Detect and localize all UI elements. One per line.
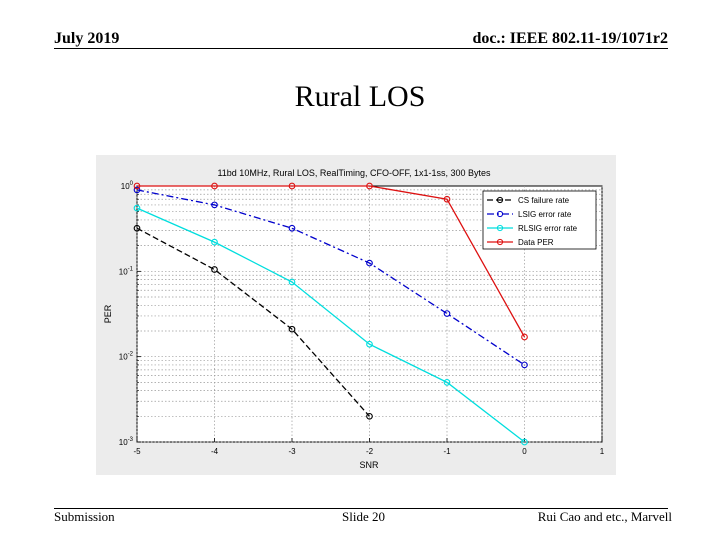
x-tick-label: -5 [133, 447, 141, 456]
series-line [136, 207, 525, 443]
x-axis-label: SNR [359, 460, 379, 470]
chart-title: 11bd 10MHz, Rural LOS, RealTiming, CFO-O… [217, 168, 491, 178]
data-point [443, 379, 451, 386]
y-tick-label: 10-3 [119, 437, 134, 447]
data-point [443, 195, 451, 203]
legend-label: RLSIG error rate [518, 224, 578, 233]
legend: CS failure rate LSIG error rate RLSIG erro… [482, 190, 597, 250]
footer-author: Rui Cao and etc., Marvell [537, 509, 672, 524]
data-point [133, 204, 141, 212]
data-point [288, 182, 296, 190]
header-divider [54, 48, 668, 49]
footer-divider [54, 508, 668, 509]
header-doc-id: doc.: IEEE 802.11-19/1071r2 [472, 30, 668, 47]
data-point [521, 333, 528, 341]
data-point [521, 361, 528, 369]
data-point [366, 412, 373, 420]
chart-figure: 11bd 10MHz, Rural LOS, RealTiming, CFO-O… [96, 155, 616, 475]
legend-marker [496, 224, 504, 232]
series-1 [133, 186, 528, 369]
data-point [211, 201, 218, 209]
legend-box [482, 190, 597, 250]
x-tick-label: -3 [288, 447, 296, 456]
legend-label: LSIG error rate [518, 210, 572, 219]
chart-svg: 11bd 10MHz, Rural LOS, RealTiming, CFO-O… [103, 168, 605, 470]
footer-submission: Submission [54, 509, 115, 524]
data-point [211, 238, 218, 246]
x-tick-label: -1 [443, 447, 451, 456]
axis-ticks: -5 -4 -3 -2 -1 0 1 100 10-1 10-2 10-3 [119, 181, 605, 456]
y-axis-label: PER [103, 304, 113, 323]
data-point [288, 325, 296, 333]
data-point [288, 224, 296, 232]
data-point [133, 186, 141, 194]
slide-title: Rural LOS [294, 80, 426, 113]
data-point [366, 182, 373, 190]
data-point [133, 182, 141, 190]
legend-label: CS failure rate [518, 196, 570, 205]
footer-slide-number: Slide 20 [342, 509, 385, 524]
legend-marker [496, 238, 504, 246]
series-layer [133, 182, 528, 446]
series-3 [133, 182, 528, 341]
data-point [521, 438, 528, 446]
y-tick-label: 10-2 [119, 352, 134, 362]
data-point [288, 278, 296, 286]
x-tick-label: -4 [211, 447, 219, 456]
series-line [136, 227, 370, 417]
series-2 [133, 204, 528, 446]
data-point [133, 224, 141, 232]
x-tick-label: 1 [600, 447, 605, 456]
x-tick-label: 0 [522, 447, 527, 456]
data-point [211, 266, 218, 273]
y-tick-label: 100 [121, 181, 134, 191]
data-point [211, 182, 218, 190]
data-point [366, 340, 373, 348]
legend-marker [496, 210, 504, 218]
legend-marker [496, 196, 504, 204]
data-point [443, 310, 451, 317]
series-0 [133, 224, 373, 420]
series-line [137, 185, 526, 338]
data-point [366, 259, 373, 267]
series-line [136, 189, 525, 366]
legend-label: Data PER [518, 238, 554, 247]
header-date: July 2019 [54, 30, 120, 47]
y-tick-label: 10-1 [119, 266, 134, 276]
x-tick-label: -2 [366, 447, 374, 456]
